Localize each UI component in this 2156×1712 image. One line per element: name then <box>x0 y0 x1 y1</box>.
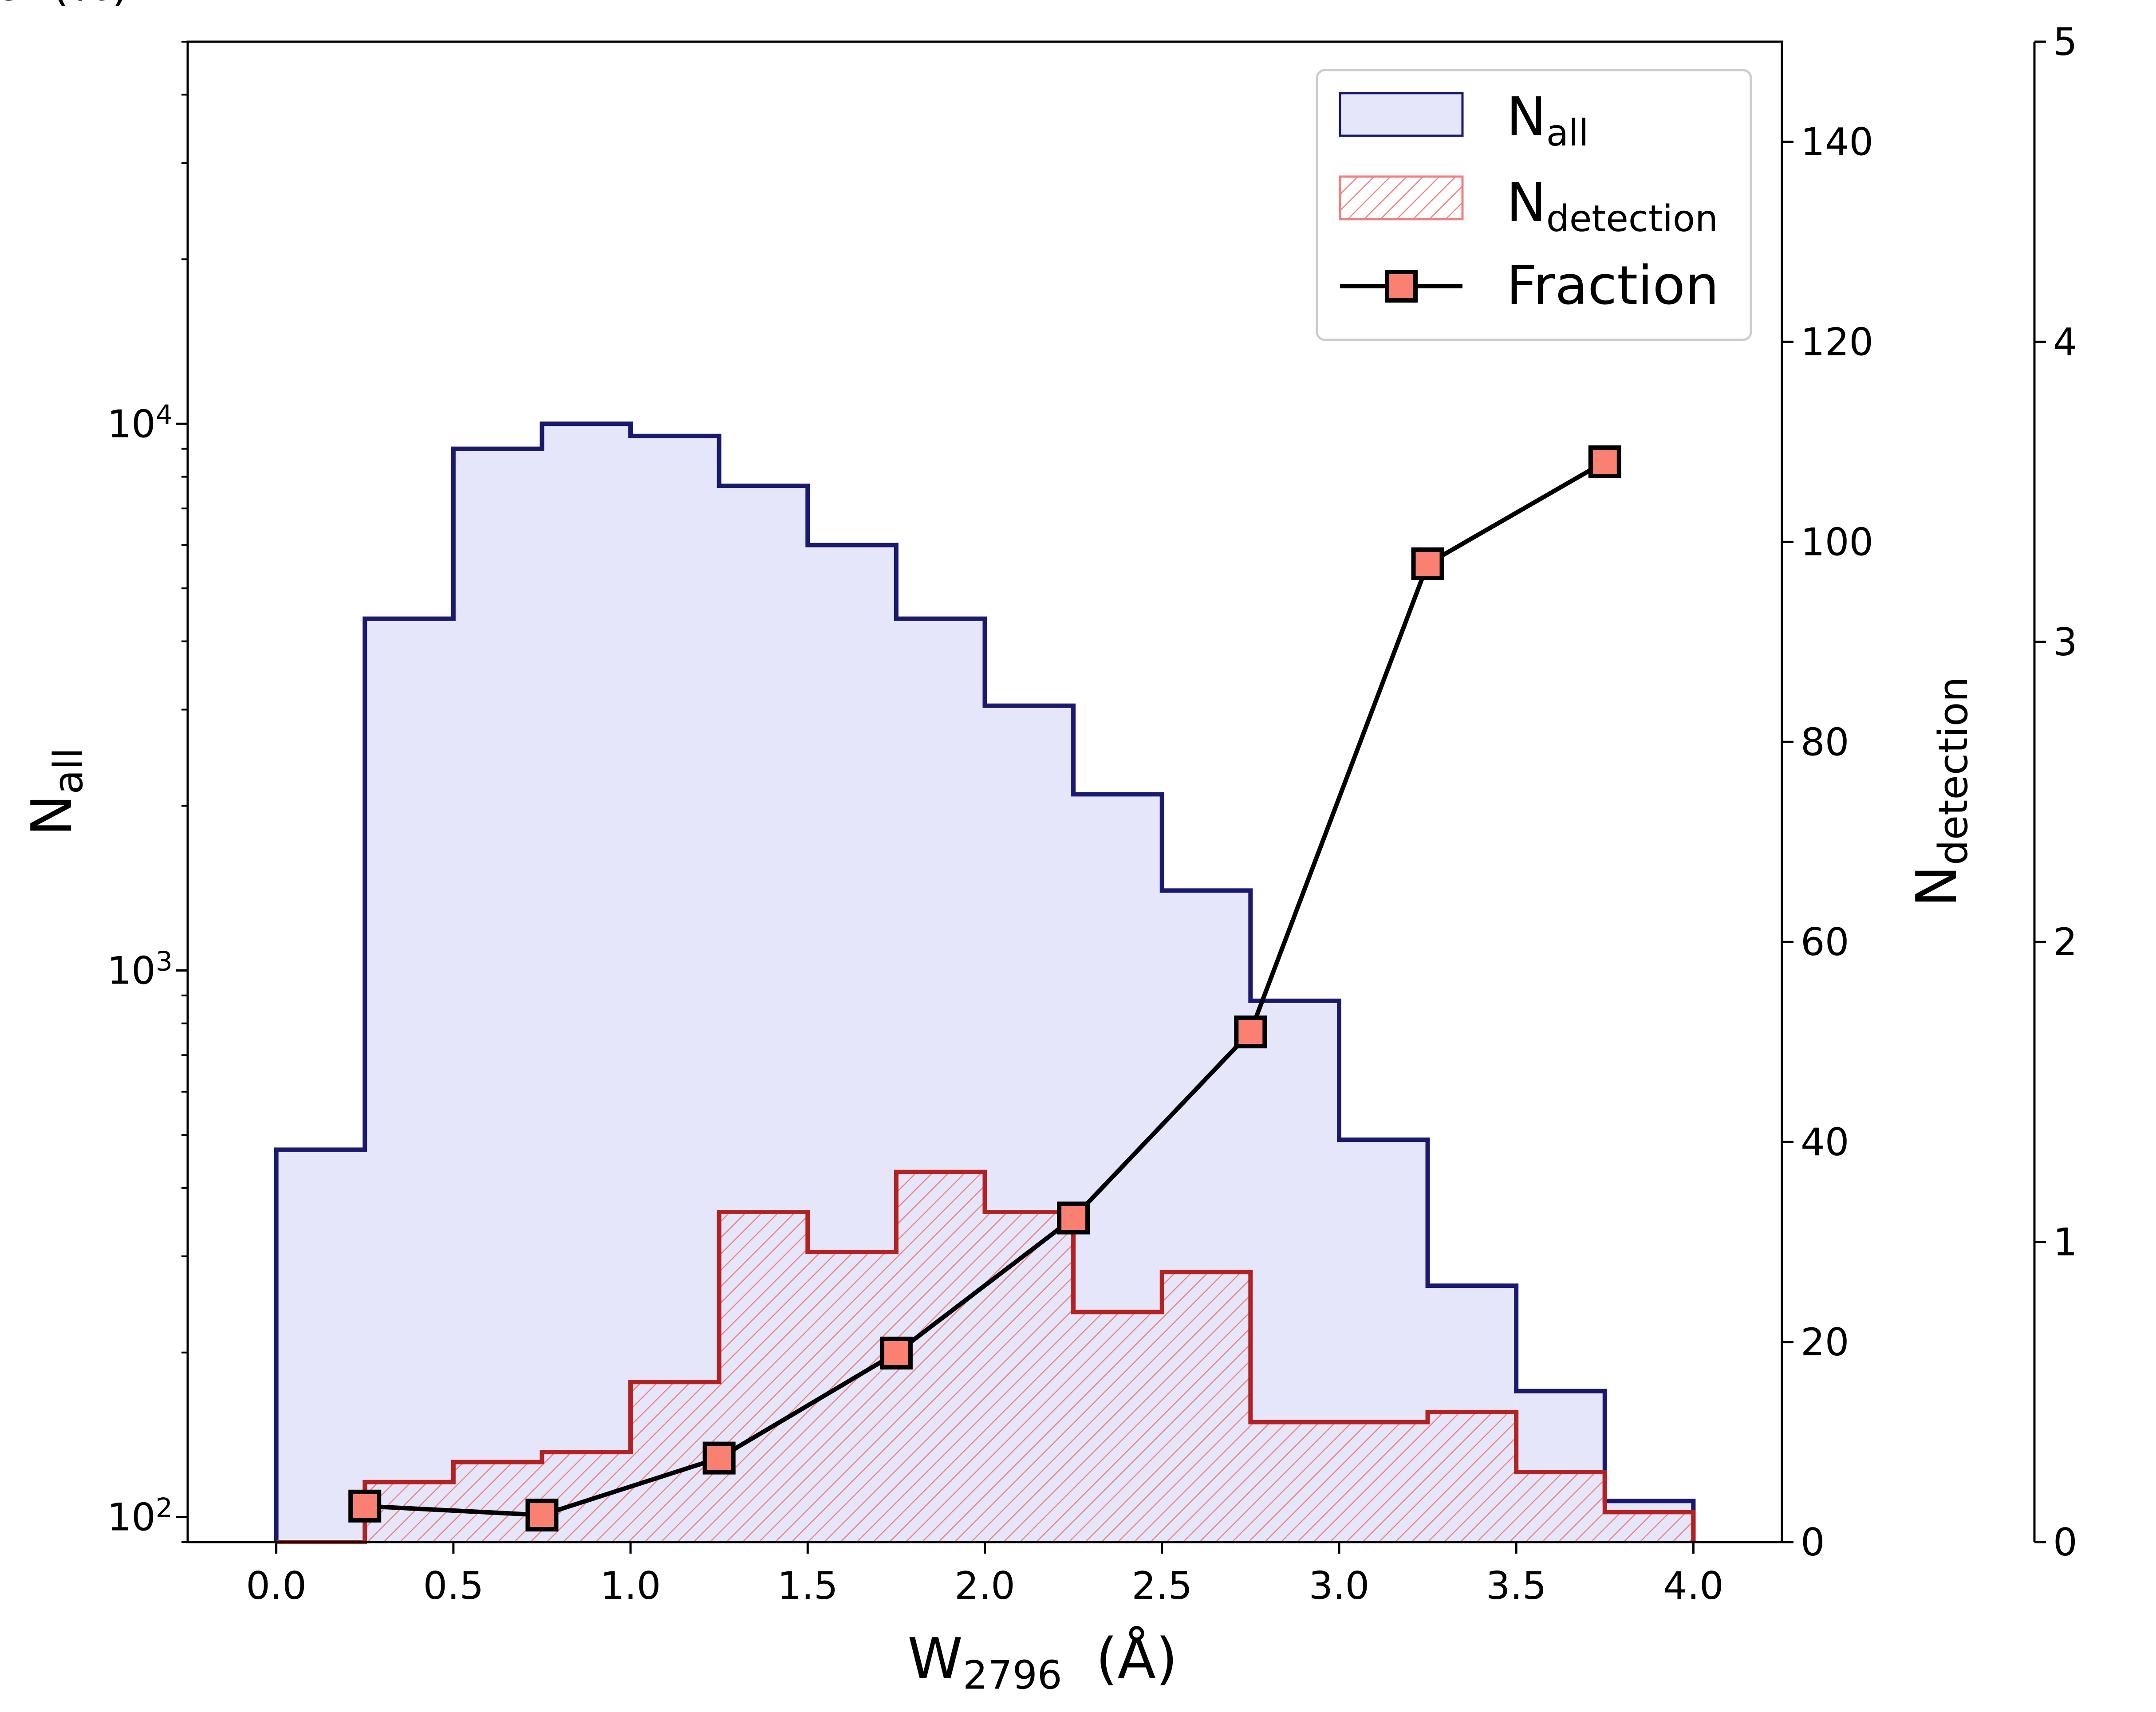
x-tick-label: 2.5 <box>1131 1564 1192 1608</box>
right-tick-label: 40 <box>1801 1120 1849 1165</box>
left-tick-label: 104 <box>107 399 173 446</box>
x-axis-title: W2796 <box>907 1626 1062 1698</box>
fraction-marker <box>1411 547 1444 580</box>
fraction-marker <box>348 1489 382 1523</box>
fraction-marker <box>525 1499 559 1532</box>
ndetection-bar <box>1073 1312 1162 1542</box>
x-axis-unit: (Å) <box>1096 1625 1178 1691</box>
right-tick-label: 0 <box>1801 1520 1825 1565</box>
legend-ndetection-swatch <box>1339 175 1464 220</box>
legend-fraction-label: Fraction <box>1506 255 1719 317</box>
x-tick-label: 0.5 <box>423 1564 484 1608</box>
fraction-marker <box>1234 1015 1267 1049</box>
x-tick-label: 4.0 <box>1663 1564 1724 1608</box>
fraction-tick-label: 5 <box>2053 20 2077 64</box>
legend: Nall Ndetection Fraction <box>1316 69 1752 341</box>
legend-nall-swatch <box>1339 92 1464 137</box>
nall-bar <box>631 436 719 1542</box>
x-tick-label: 2.0 <box>954 1564 1015 1608</box>
left-tick-label: 102 <box>107 1493 173 1540</box>
ndetection-bar <box>985 1212 1074 1542</box>
right-tick-label: 120 <box>1801 320 1873 364</box>
legend-ndetection-label: Ndetection <box>1506 172 1718 240</box>
right-tick-label: 60 <box>1801 920 1849 964</box>
x-tick-label: 3.0 <box>1309 1564 1370 1608</box>
legend-fraction-marker <box>1385 270 1418 303</box>
right-axis-title: Ndetection <box>1904 677 1977 907</box>
plot-area <box>274 421 1696 1544</box>
left-axis-title: Nall <box>19 748 92 836</box>
fraction-line <box>364 460 1606 1518</box>
fraction-marker <box>1057 1201 1090 1235</box>
ndetection-bar <box>719 1212 808 1542</box>
fraction-tick-label: 1 <box>2053 1220 2077 1265</box>
x-tick-label: 1.0 <box>600 1564 661 1608</box>
ndetection-bar <box>1604 1512 1694 1542</box>
ndetection-bar <box>1427 1412 1517 1542</box>
fraction-axis-title: Fraction(%) <box>0 0 130 11</box>
nall-bar <box>453 449 542 1543</box>
legend-box <box>1316 69 1752 341</box>
x-tick-label: 0.0 <box>246 1564 307 1608</box>
nall-bar <box>542 424 631 1542</box>
right-tick-label: 100 <box>1801 520 1873 564</box>
ndetection-bar <box>1162 1272 1251 1542</box>
x-tick-label: 1.5 <box>777 1564 838 1608</box>
right-tick-label: 20 <box>1801 1320 1849 1365</box>
x-tick-label: 3.5 <box>1486 1564 1547 1608</box>
nall-bar <box>276 1149 365 1542</box>
fraction-tick-label: 0 <box>2053 1520 2077 1565</box>
fraction-tick-label: 4 <box>2053 320 2077 364</box>
fraction-tick-label: 3 <box>2053 620 2077 665</box>
fraction-marker <box>702 1441 736 1475</box>
ndetection-bar <box>1516 1472 1605 1542</box>
ndetection-bar <box>1339 1422 1428 1542</box>
nall-outline <box>274 421 1696 1542</box>
nall-bar <box>365 618 453 1543</box>
fraction-tick-label: 2 <box>2053 920 2077 964</box>
right-tick-label: 80 <box>1801 720 1849 764</box>
ndetection-bar <box>1250 1422 1339 1542</box>
legend-nall-label: Nall <box>1506 87 1589 154</box>
fraction-marker <box>1588 445 1621 478</box>
ndetection-outline <box>276 1169 1696 1544</box>
left-tick-label: 103 <box>107 946 173 993</box>
fraction-marker <box>879 1336 913 1370</box>
right-tick-label: 140 <box>1801 120 1873 164</box>
